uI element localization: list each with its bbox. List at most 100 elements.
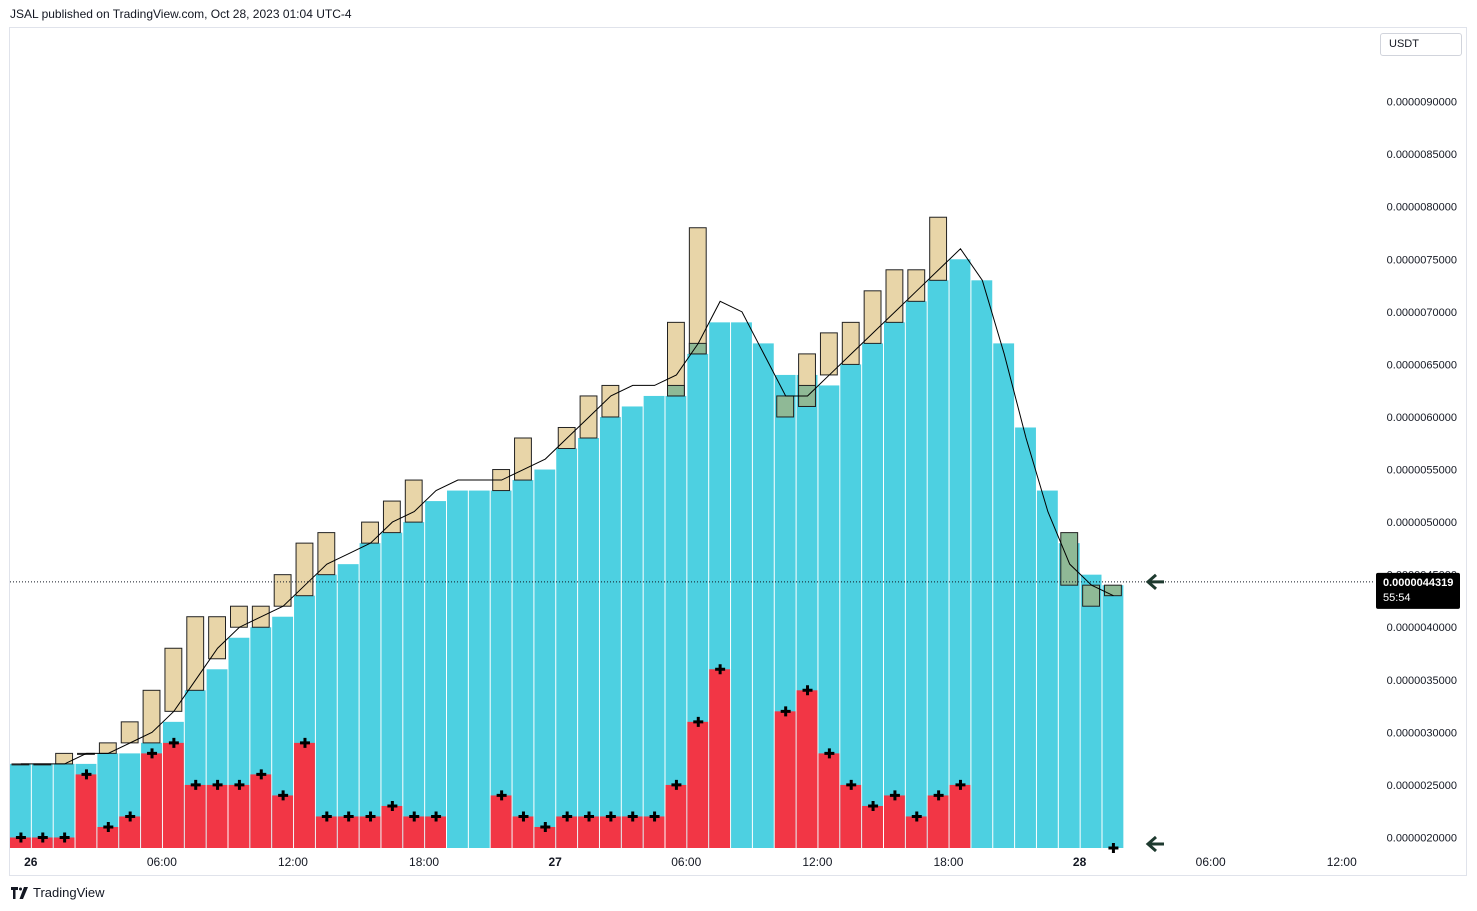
cross-marker: [868, 800, 879, 811]
cross-marker: [15, 832, 26, 843]
cross-marker: [1108, 843, 1119, 853]
candle: [601, 384, 620, 418]
cyan-bar: [10, 763, 31, 848]
y-tick-label: 0.0000040000: [1387, 622, 1457, 634]
red-bar: [512, 816, 534, 848]
cyan-bar: [643, 395, 665, 848]
cross-marker: [518, 811, 529, 822]
red-bar: [556, 816, 578, 848]
red-bar: [10, 837, 31, 848]
candle: [98, 742, 117, 754]
cyan-bar: [381, 532, 403, 848]
cyan-bar: [272, 616, 294, 848]
cross-marker: [212, 779, 223, 790]
cyan-bar: [993, 343, 1015, 848]
cross-marker: [59, 832, 70, 843]
footer-brand: TradingView: [33, 885, 105, 900]
candle: [142, 689, 161, 744]
cross-marker: [955, 779, 966, 790]
candle-overlap: [667, 384, 685, 397]
red-bar: [337, 816, 359, 848]
x-tick-label: 28: [1073, 855, 1087, 869]
y-tick-label: 0.0000090000: [1387, 97, 1457, 109]
y-tick-label: 0.0000020000: [1387, 832, 1457, 844]
candle: [361, 521, 379, 544]
cross-marker: [125, 811, 136, 822]
candle: [295, 542, 314, 597]
cyan-bar: [315, 574, 337, 848]
red-bar: [53, 837, 75, 848]
cross-marker: [605, 811, 616, 822]
red-bar: [643, 816, 665, 848]
cyan-bar: [1015, 427, 1036, 848]
candle: [929, 216, 948, 281]
candle: [164, 647, 183, 712]
red-bar: [75, 774, 97, 848]
x-tick-label: 06:00: [147, 855, 177, 869]
cyan-bar: [53, 763, 75, 848]
red-bar: [206, 784, 228, 848]
cross-marker: [649, 811, 660, 822]
red-bar: [228, 784, 250, 848]
cyan-bar: [468, 490, 490, 848]
red-bar: [272, 795, 294, 848]
red-bar: [774, 711, 796, 848]
red-bar: [818, 753, 840, 848]
red-bar: [665, 784, 687, 848]
candle: [841, 321, 860, 365]
x-tick-label: 12:00: [1327, 855, 1357, 869]
cross-marker: [802, 685, 813, 696]
cyan-bar: [1036, 490, 1058, 848]
candle: [404, 479, 423, 523]
red-bar: [578, 816, 599, 848]
cross-marker: [846, 779, 857, 790]
cyan-bar: [1102, 585, 1124, 848]
cross-marker: [540, 821, 551, 832]
x-tick-label: 18:00: [933, 855, 963, 869]
candle: [186, 616, 205, 691]
cross-marker: [168, 737, 179, 748]
candle: [120, 721, 139, 744]
cyan-bar: [447, 490, 468, 848]
cross-marker: [562, 811, 573, 822]
publisher-header: JSAL published on TradingView.com, Oct 2…: [10, 7, 352, 21]
red-bar: [359, 816, 381, 848]
cyan-bar: [337, 564, 359, 848]
y-tick-label: 0.0000085000: [1387, 149, 1457, 161]
red-bar: [534, 826, 556, 848]
red-bar: [381, 805, 403, 848]
cross-marker: [299, 737, 310, 748]
cyan-bar: [840, 364, 862, 848]
ma-line: [20, 248, 1114, 765]
y-tick-label: 0.0000055000: [1387, 465, 1457, 477]
cyan-bar: [490, 490, 512, 848]
y-tick-label: 0.0000080000: [1387, 202, 1457, 214]
cross-marker: [409, 811, 420, 822]
cross-marker: [37, 832, 48, 843]
y-tick-label: 0.0000025000: [1387, 780, 1457, 792]
candle: [55, 752, 74, 765]
candle: [230, 605, 248, 628]
cross-marker: [496, 790, 507, 801]
x-tick-label: 26: [24, 855, 38, 869]
cyan-bar: [665, 395, 687, 848]
x-tick-label: 12:00: [802, 855, 832, 869]
cyan-bar: [927, 280, 949, 848]
cross-marker: [584, 811, 595, 822]
red-bar: [315, 816, 337, 848]
price-label-box: [1376, 572, 1460, 609]
arrow-left-icon: [1145, 573, 1164, 590]
cyan-bar: [512, 480, 534, 848]
cross-marker: [627, 811, 638, 822]
cyan-bar: [905, 301, 927, 848]
candle: [382, 500, 401, 534]
candle: [885, 269, 904, 323]
currency-selector[interactable]: USDT: [1380, 33, 1462, 56]
candle: [1104, 584, 1122, 597]
y-tick-label: 0.0000070000: [1387, 307, 1457, 319]
red-bar: [599, 816, 621, 848]
red-bar: [250, 774, 272, 848]
x-axis: 26 06:00 12:00 18:00 27 06:00 12:00 18:00 28 06:0…: [24, 855, 1357, 869]
cyan-bar: [403, 522, 425, 848]
